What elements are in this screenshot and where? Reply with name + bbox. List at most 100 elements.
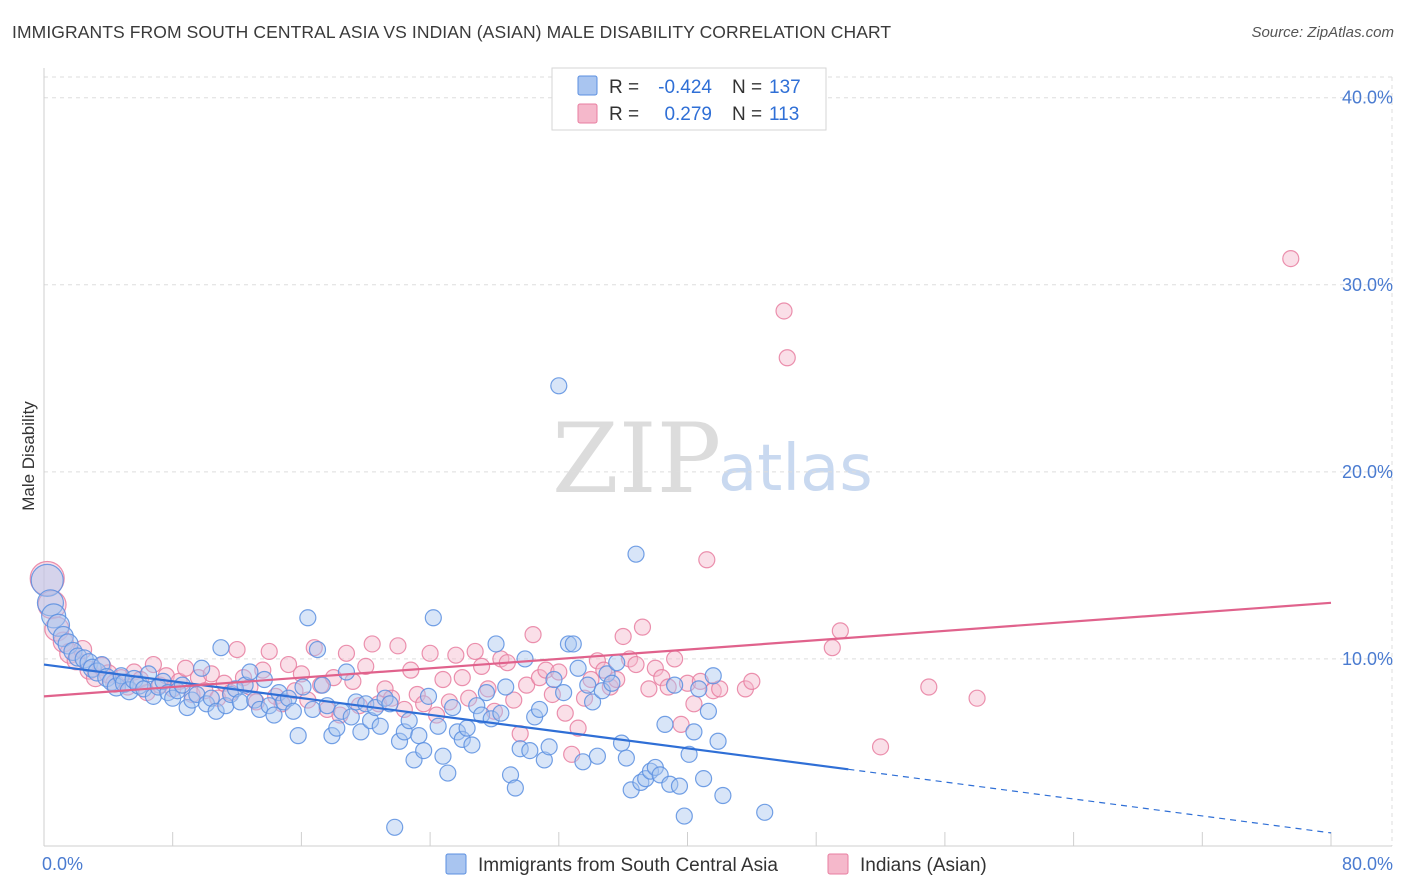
blue-point-43 xyxy=(241,663,259,681)
blue-point-103 xyxy=(530,700,549,719)
legend-swatch-blue xyxy=(445,853,467,875)
blue-point-71 xyxy=(376,689,394,707)
blue-point-94 xyxy=(487,635,505,653)
pink-point-68 xyxy=(472,657,491,676)
pink-point-26 xyxy=(202,665,220,683)
trend-line-pink xyxy=(43,601,1332,698)
pink-point-103 xyxy=(698,551,716,569)
blue-point-79 xyxy=(415,741,433,760)
blue-point-110 xyxy=(564,635,582,653)
blue-point-123 xyxy=(627,545,645,563)
blue-point-141 xyxy=(714,786,732,805)
watermark-zip: ZIP xyxy=(552,403,721,515)
blue-point-111 xyxy=(569,659,587,677)
blue-point-91 xyxy=(472,706,491,724)
blue-point-100 xyxy=(516,650,534,668)
blue-point-121 xyxy=(617,749,635,767)
blue-point-78 xyxy=(410,727,428,745)
pink-point-63 xyxy=(440,693,459,711)
blue-point-114 xyxy=(583,693,602,711)
axes xyxy=(43,68,1392,847)
y-axis-title: Male Disability xyxy=(19,401,38,511)
blue-point-80 xyxy=(419,687,438,705)
blue-point-83 xyxy=(434,747,452,765)
x-tick-label-min: 0.0% xyxy=(42,854,83,874)
legend-label-pink: Indians (Asian) xyxy=(860,855,987,876)
legend: Immigrants from South Central Asia India… xyxy=(445,853,987,876)
blue-point-82 xyxy=(429,717,447,735)
pink-point-51 xyxy=(363,635,381,653)
blue-point-56 xyxy=(304,700,322,719)
pink-point-47 xyxy=(337,644,356,662)
blue-point-84 xyxy=(439,764,457,782)
blue-point-61 xyxy=(328,719,346,737)
blue-point-74 xyxy=(390,732,409,750)
blue-point-41 xyxy=(231,693,249,711)
blue-point-95 xyxy=(492,704,510,722)
pink-point-110 xyxy=(823,639,841,657)
pink-point-96 xyxy=(653,669,671,687)
series-indians-asian xyxy=(29,249,1300,763)
pink-point-62 xyxy=(434,670,452,689)
pink-point-83 xyxy=(569,719,587,737)
blue-point-106 xyxy=(545,670,563,689)
stats-r-label-blue: R = xyxy=(609,77,639,98)
watermark: ZIP atlas xyxy=(552,403,873,515)
blue-point-63 xyxy=(337,663,356,681)
pink-point-97 xyxy=(659,678,677,696)
pink-point-0 xyxy=(29,560,65,597)
blue-point-115 xyxy=(588,747,607,765)
blue-point-89 xyxy=(463,736,481,754)
blue-point-137 xyxy=(694,770,713,788)
stats-swatch-pink xyxy=(577,103,598,124)
pink-point-76 xyxy=(524,626,542,644)
pink-point-113 xyxy=(920,678,938,696)
pink-point-104 xyxy=(704,682,722,700)
trend-lines xyxy=(43,601,1332,834)
blue-point-35 xyxy=(202,689,220,707)
blue-point-70 xyxy=(371,717,389,735)
blue-point-55 xyxy=(299,609,317,627)
stats-n-label-pink: N = xyxy=(732,104,762,125)
pink-point-92 xyxy=(627,655,645,674)
stats-box-frame xyxy=(551,67,827,131)
blue-point-7 xyxy=(68,647,88,667)
pink-point-109 xyxy=(778,349,796,367)
stats-swatch-blue xyxy=(577,75,598,96)
x-tick-labels: 0.0% 80.0% xyxy=(42,854,1393,874)
blue-point-105 xyxy=(540,738,558,756)
pink-point-107 xyxy=(743,672,761,690)
pink-point-115 xyxy=(1282,249,1300,268)
blue-point-119 xyxy=(608,654,626,672)
blue-point-72 xyxy=(381,695,399,713)
y-tick-label-0: 10.0% xyxy=(1342,649,1393,669)
blue-point-96 xyxy=(497,678,515,696)
blue-point-66 xyxy=(352,723,370,741)
blue-point-107 xyxy=(550,377,568,395)
stats-box: R = -0.424 N = 137 R = 0.279 N = 113 xyxy=(551,67,827,131)
pink-point-60 xyxy=(421,644,439,662)
blue-point-90 xyxy=(468,697,486,715)
blue-point-138 xyxy=(699,702,718,720)
pink-point-108 xyxy=(775,302,793,320)
blue-point-92 xyxy=(477,683,496,702)
blue-point-52 xyxy=(284,702,302,720)
blue-point-135 xyxy=(685,723,703,741)
blue-point-64 xyxy=(342,708,360,726)
pink-point-55 xyxy=(389,637,407,655)
blue-point-73 xyxy=(386,818,404,836)
legend-label-blue: Immigrants from South Central Asia xyxy=(478,855,778,876)
pink-point-101 xyxy=(685,695,703,713)
blue-point-57 xyxy=(308,640,327,659)
y-tick-labels: 10.0% 20.0% 30.0% 40.0% xyxy=(1342,88,1393,669)
pink-point-84 xyxy=(575,689,594,707)
pink-point-17 xyxy=(144,655,162,674)
stats-r-value-pink: 0.279 xyxy=(664,104,712,125)
blue-point-117 xyxy=(598,665,616,683)
blue-point-85 xyxy=(444,698,462,717)
blue-point-76 xyxy=(400,712,418,730)
blue-point-81 xyxy=(424,609,442,627)
blue-point-142 xyxy=(756,803,774,821)
blue-point-68 xyxy=(361,712,380,730)
